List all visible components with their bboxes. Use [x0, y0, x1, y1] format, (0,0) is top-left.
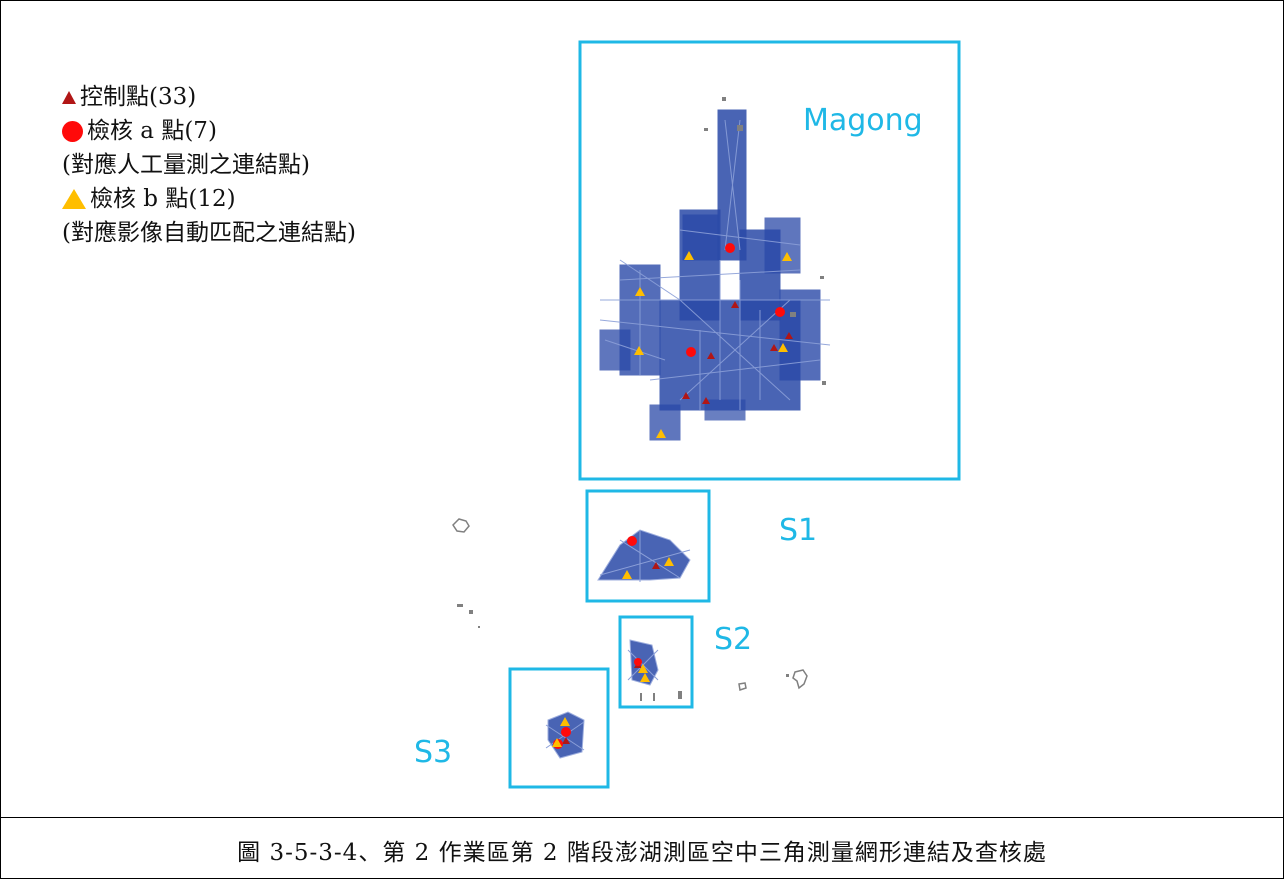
check-b-point	[640, 673, 650, 682]
map-legend: 控制點(33) 檢核 a 點(7) (對應人工量測之連結點) 檢核 b 點(12…	[62, 80, 356, 250]
check-a-points	[553, 243, 785, 749]
control-point-icon	[62, 90, 76, 104]
legend-check-a: 檢核 a 點(7)	[62, 114, 356, 148]
control-point	[785, 332, 793, 339]
magong-label: Magong	[803, 103, 923, 138]
check-b-point	[656, 429, 666, 438]
check-b-points	[552, 251, 792, 747]
check-b-point	[622, 570, 632, 579]
check-b-point	[634, 346, 644, 355]
legend-check-a-note: (對應人工量測之連結點)	[62, 148, 356, 182]
s3-region-box	[508, 667, 610, 789]
legend-control-label: 控制點(33)	[80, 84, 197, 110]
legend-check-b: 檢核 b 點(12)	[62, 182, 356, 216]
caption-divider	[0, 817, 1284, 818]
s1-network	[597, 529, 691, 582]
check-a-point	[561, 727, 571, 737]
s3-label: S3	[414, 735, 453, 770]
control-point	[731, 301, 739, 308]
magong-network-lines	[599, 119, 831, 410]
s2-network	[627, 639, 659, 686]
check-a-point	[686, 347, 696, 357]
check-b-point	[560, 717, 570, 726]
check-b-point	[638, 664, 648, 673]
check-a-icon	[62, 120, 83, 142]
check-a-point	[725, 243, 735, 253]
legend-control: 控制點(33)	[62, 80, 356, 114]
magong-islets	[704, 97, 826, 385]
island-west	[452, 518, 470, 533]
figure-caption: 圖 3-5-3-4、第 2 作業區第 2 階段澎湖測區空中三角測量網形連結及查核…	[237, 840, 1047, 866]
check-b-point	[635, 287, 645, 296]
island-east-small	[738, 682, 747, 691]
s1-label: S1	[779, 513, 818, 548]
control-point	[770, 344, 778, 351]
control-point	[702, 397, 710, 404]
control-point	[707, 352, 715, 359]
check-b-point	[684, 251, 694, 260]
check-a-point	[775, 307, 785, 317]
control-point	[562, 737, 570, 744]
magong-network	[599, 109, 821, 441]
control-point	[652, 562, 660, 569]
check-b-icon	[62, 189, 86, 209]
check-a-point	[634, 658, 642, 666]
check-a-point	[627, 536, 637, 546]
check-b-point	[782, 252, 792, 261]
magong-region-box	[578, 40, 961, 481]
s1-region-box	[585, 489, 711, 603]
legend-check-a-label: 檢核 a 點(7)	[87, 118, 217, 144]
s2-islets	[640, 691, 682, 701]
triangulation-network-map	[452, 40, 961, 789]
outer-islets	[457, 604, 789, 677]
outer-islands	[452, 518, 808, 691]
legend-check-b-label: 檢核 b 點(12)	[90, 186, 236, 212]
legend-check-b-note-text: (對應影像自動匹配之連結點)	[62, 220, 356, 246]
check-b-point	[664, 557, 674, 566]
legend-check-b-note: (對應影像自動匹配之連結點)	[62, 216, 356, 250]
check-b-point	[552, 738, 562, 747]
legend-check-a-note-text: (對應人工量測之連結點)	[62, 152, 310, 178]
s2-label: S2	[714, 622, 753, 657]
control-point	[682, 392, 690, 399]
check-b-point	[778, 343, 788, 352]
island-east	[792, 669, 808, 690]
s2-region-box	[618, 615, 694, 709]
